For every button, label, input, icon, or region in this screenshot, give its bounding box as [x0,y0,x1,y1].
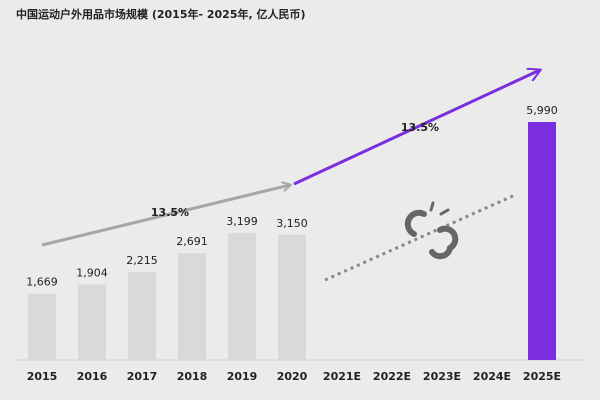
x-tick-label: 2024E [473,370,511,383]
x-tick-label: 2015 [27,370,58,383]
value-label: 3,199 [226,215,258,228]
x-tick-label: 2016 [77,370,108,383]
x-tick-label: 2023E [423,370,461,383]
bar [228,232,256,360]
growth-arrow [41,185,290,247]
value-label: 2,215 [126,254,158,267]
growth-arrow [293,70,540,186]
bar [178,253,206,360]
annotation: 13.5% [151,206,189,219]
x-tick-label: 2018 [177,370,208,383]
value-label: 1,669 [26,276,58,289]
bar [78,284,106,360]
x-tick-label: 2022E [373,370,411,383]
value-label: 1,904 [76,266,108,279]
x-tick-label: 2021E [323,370,361,383]
x-tick-label: 2025E [523,370,561,383]
bar [278,234,306,360]
chart-title: 中国运动户外用品市场规模 (2015年- 2025年, 亿人民币) [16,7,306,21]
bar [28,293,56,360]
broken-link-icon [404,201,459,260]
x-tick-label: 2017 [127,370,158,383]
x-tick-label: 2019 [227,370,258,383]
dotted-line [324,193,516,282]
annotation: 13.5% [401,121,439,134]
value-label: 5,990 [526,104,558,117]
bar [528,122,556,360]
bar [128,271,156,360]
value-label: 2,691 [176,235,208,248]
value-label: 3,150 [276,217,308,230]
x-tick-label: 2020 [277,370,308,383]
